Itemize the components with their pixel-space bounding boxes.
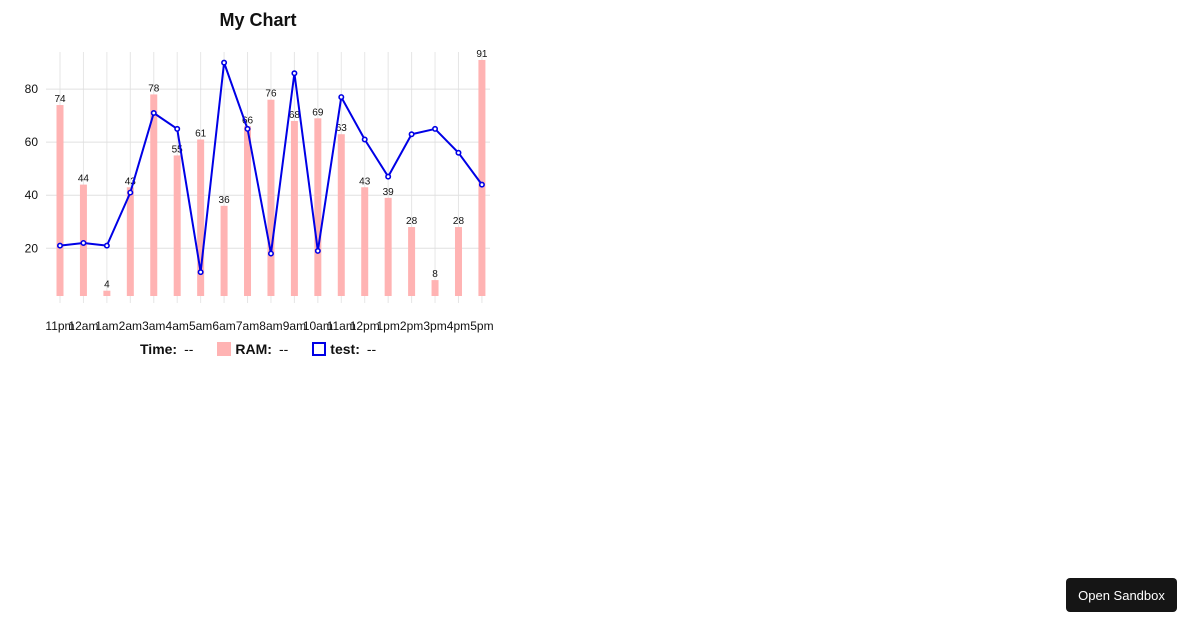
- point-test: [291, 70, 298, 77]
- bar-value-label: 28: [406, 216, 418, 227]
- bar-value-label: 74: [54, 94, 66, 105]
- x-tick-label: 8am: [259, 319, 282, 333]
- point-test: [361, 136, 368, 143]
- point-test: [385, 173, 392, 180]
- x-tick-label: 12pm: [350, 319, 380, 333]
- legend-time-label: Time:: [140, 341, 178, 357]
- y-tick-label: 80: [25, 82, 39, 96]
- point-test: [221, 59, 228, 66]
- x-tick-label: 4pm: [447, 319, 470, 333]
- bar-ram: [150, 94, 158, 296]
- x-tick-label: 1am: [95, 319, 118, 333]
- bar-ram: [314, 118, 322, 296]
- bar-value-label: 28: [453, 216, 465, 227]
- bar-value-label: 4: [104, 280, 110, 291]
- bar-ram: [126, 187, 134, 296]
- bar-value-label: 68: [289, 110, 301, 121]
- legend-item-time: Time: --: [140, 341, 193, 357]
- legend-test-swatch: [312, 342, 327, 356]
- bar-value-label: 61: [195, 129, 207, 140]
- bar-ram: [454, 227, 462, 296]
- bar-value-label: 39: [383, 187, 395, 198]
- x-tick-label: 3pm: [423, 319, 446, 333]
- point-test: [56, 242, 63, 249]
- bar-value-label: 43: [359, 176, 371, 187]
- x-tick-label: 5am: [189, 319, 212, 333]
- point-test: [478, 181, 485, 188]
- y-tick-label: 60: [25, 135, 39, 149]
- bar-value-label: 63: [336, 123, 348, 134]
- legend-time-value: --: [184, 341, 194, 357]
- x-tick-label: 10am: [303, 319, 333, 333]
- x-tick-label: 2am: [119, 319, 142, 333]
- point-test: [150, 110, 157, 117]
- point-test: [127, 189, 134, 196]
- bar-ram: [384, 197, 392, 296]
- point-test: [314, 247, 321, 254]
- bar-value-label: 43: [125, 176, 137, 187]
- bar-ram: [173, 155, 181, 296]
- chart-title: My Chart: [219, 10, 297, 30]
- bar-value-label: 66: [242, 115, 254, 126]
- x-tick-label: 11pm: [45, 319, 74, 333]
- x-tick-label: 5pm: [470, 319, 493, 333]
- bar-ram: [103, 290, 111, 296]
- bar-value-label: 91: [476, 49, 488, 60]
- point-test: [80, 239, 87, 246]
- bar-value-label: 55: [172, 144, 184, 155]
- legend-ram-value: --: [278, 341, 289, 357]
- point-test: [197, 269, 204, 276]
- bar-ram: [56, 105, 64, 296]
- point-test: [432, 125, 439, 132]
- bar-value-label: 44: [78, 174, 90, 185]
- point-test: [267, 250, 274, 257]
- legend-item-ram[interactable]: RAM: --: [217, 341, 288, 357]
- legend: Time: -- RAM: -- test: --: [140, 341, 400, 357]
- point-test: [338, 94, 345, 101]
- bar-ram: [267, 99, 275, 296]
- bar-ram: [197, 139, 205, 296]
- x-tick-label: 2pm: [400, 319, 423, 333]
- bar-value-label: 78: [148, 83, 160, 94]
- bar-value-label: 69: [312, 107, 324, 118]
- x-tick-label: 7am: [236, 319, 259, 333]
- bar-ram: [220, 205, 228, 296]
- point-test: [244, 125, 251, 132]
- legend-ram-label: RAM:: [235, 341, 272, 357]
- bar-value-label: 8: [432, 269, 438, 280]
- x-tick-label: 6am: [212, 319, 235, 333]
- point-test: [408, 131, 415, 138]
- point-test: [174, 125, 181, 132]
- x-tick-label: 12am: [68, 319, 98, 333]
- bar-ram: [290, 120, 298, 297]
- bar-ram: [361, 187, 369, 296]
- bar-value-label: 76: [265, 89, 277, 100]
- bar-ram: [478, 59, 486, 297]
- x-tick-label: 1pm: [376, 319, 399, 333]
- y-tick-label: 20: [25, 241, 39, 255]
- x-tick-label: 11am: [327, 319, 356, 333]
- legend-item-test[interactable]: test: --: [312, 341, 376, 357]
- legend-ram-swatch: [217, 342, 232, 356]
- bar-ram: [244, 126, 252, 297]
- bar-ram: [408, 227, 416, 296]
- x-tick-label: 3am: [142, 319, 165, 333]
- bar-ram: [431, 280, 439, 296]
- bar-value-label: 36: [219, 195, 231, 206]
- point-test: [103, 242, 110, 249]
- x-tick-label: 4am: [166, 319, 189, 333]
- legend-test-label: test:: [330, 341, 360, 357]
- point-test: [455, 149, 462, 156]
- open-sandbox-button[interactable]: Open Sandbox: [1066, 578, 1177, 612]
- legend-test-value: --: [366, 341, 377, 357]
- y-tick-label: 40: [25, 188, 39, 202]
- bar-ram: [337, 134, 345, 296]
- x-tick-label: 9am: [283, 319, 306, 333]
